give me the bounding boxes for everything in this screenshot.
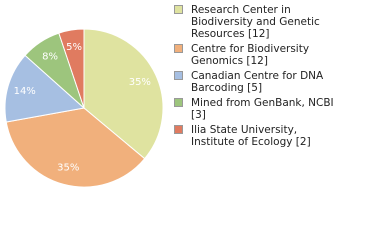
slice-label: 14% — [14, 86, 36, 97]
legend-item: Research Center in Biodiversity and Gene… — [174, 4, 374, 40]
legend-swatch — [174, 44, 183, 53]
legend-swatch — [174, 71, 183, 80]
pie-slice — [83, 28, 164, 160]
pie-slice — [5, 107, 146, 188]
legend-swatch — [174, 98, 183, 107]
legend-item: Canadian Centre for DNA Barcoding [5] — [174, 70, 374, 94]
legend: Research Center in Biodiversity and Gene… — [174, 4, 374, 151]
legend-label: Ilia State University, Institute of Ecol… — [191, 124, 311, 148]
legend-item: Mined from GenBank, NCBI [3] — [174, 97, 374, 121]
legend-label: Mined from GenBank, NCBI [3] — [191, 97, 334, 121]
pie-slice — [4, 54, 86, 123]
slice-label: 35% — [129, 77, 151, 88]
legend-label: Research Center in Biodiversity and Gene… — [191, 4, 320, 40]
legend-label: Canadian Centre for DNA Barcoding [5] — [191, 70, 324, 94]
pie-slice — [58, 28, 85, 109]
legend-swatch — [174, 125, 183, 134]
slice-label: 5% — [66, 42, 82, 53]
slice-label: 8% — [42, 52, 58, 63]
legend-label: Centre for Biodiversity Genomics [12] — [191, 43, 310, 67]
slice-label: 35% — [57, 163, 79, 174]
pie-chart: 35% 35% 14% 8% 5% — [4, 28, 164, 188]
legend-swatch — [174, 5, 183, 14]
legend-item: Centre for Biodiversity Genomics [12] — [174, 43, 374, 67]
legend-item: Ilia State University, Institute of Ecol… — [174, 124, 374, 148]
